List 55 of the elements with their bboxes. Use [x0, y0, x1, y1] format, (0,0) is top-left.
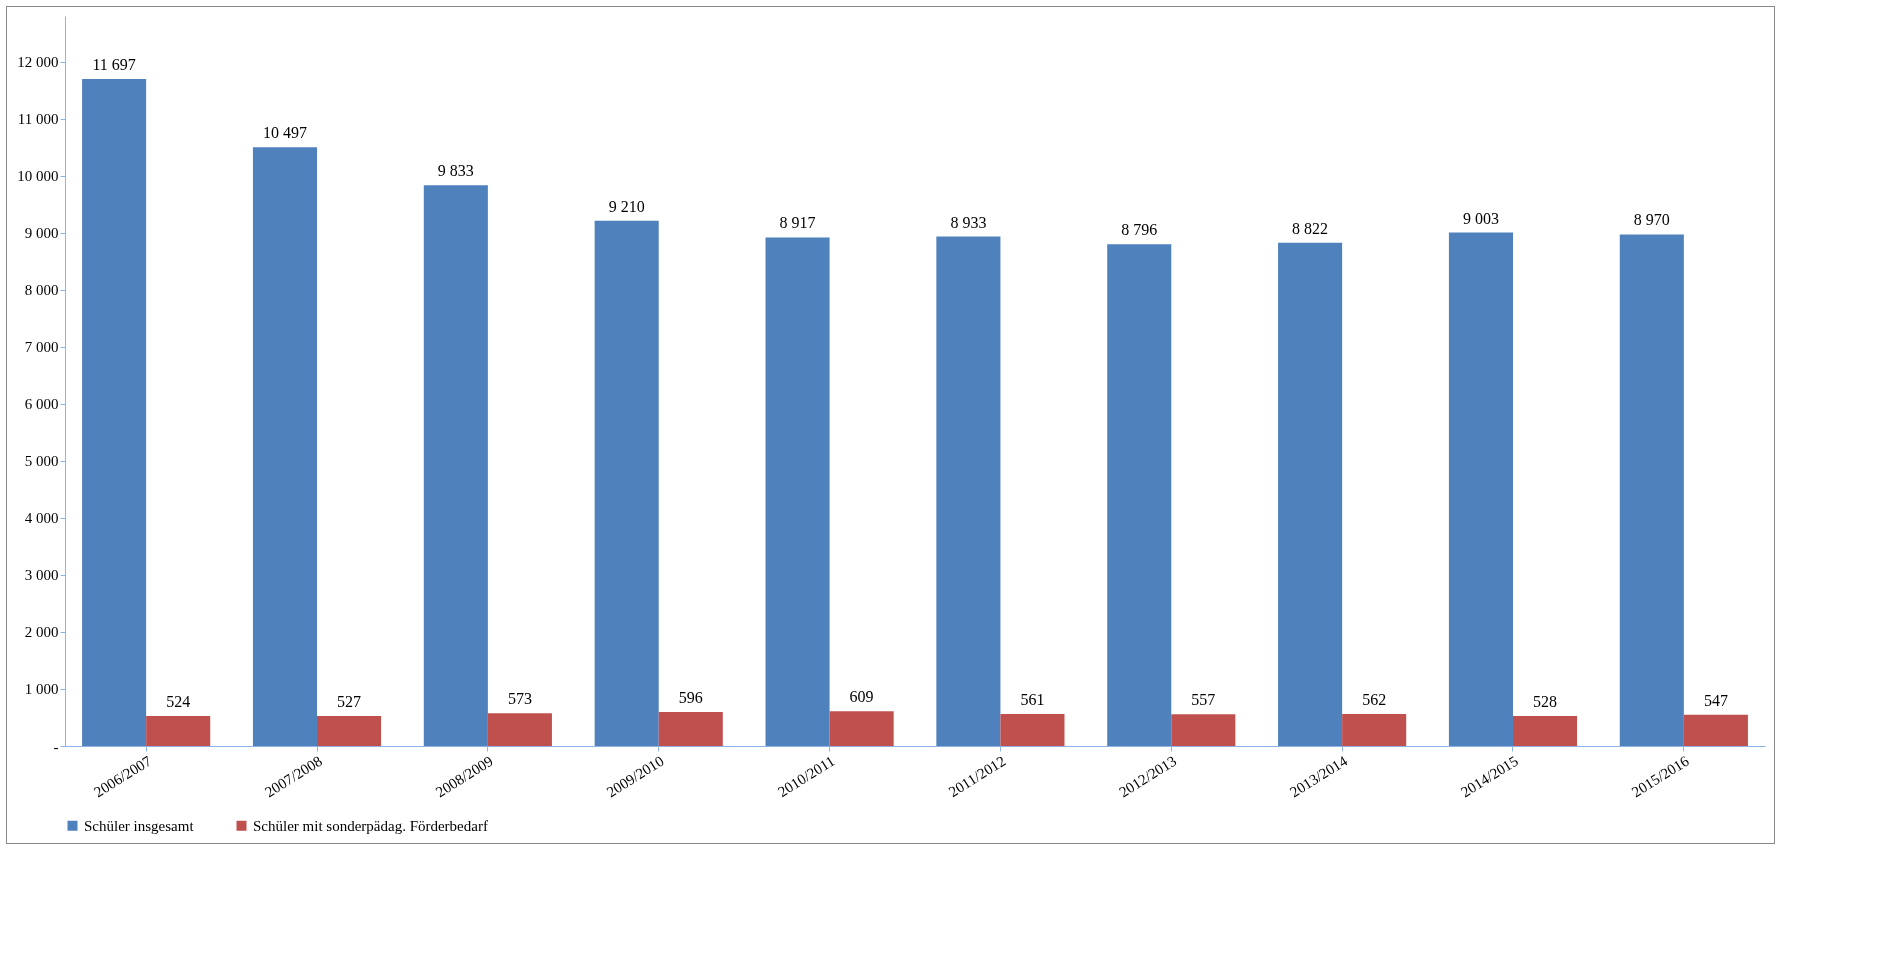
bar: [1512, 715, 1578, 746]
bar: [317, 715, 382, 746]
bar: [1619, 234, 1684, 746]
bar: [1342, 713, 1407, 746]
y-tick-label: -: [53, 738, 59, 755]
legend-label: Schüler mit sonderpädag. Förderbedarf: [253, 817, 488, 834]
data-label: 561: [1020, 691, 1045, 709]
bar: [1278, 242, 1343, 746]
y-tick-label: 5 000: [24, 453, 59, 470]
legend-label: Schüler insgesamt: [84, 817, 195, 834]
data-label: 8 970: [1633, 211, 1670, 229]
bar: [252, 147, 318, 746]
y-tick-label: 9 000: [24, 225, 59, 242]
y-tick-label: 12 000: [17, 54, 59, 71]
data-label: 573: [507, 690, 532, 708]
data-label: 562: [1362, 690, 1387, 708]
bar: [765, 237, 830, 746]
data-label: 11 697: [92, 55, 136, 73]
bar: [82, 78, 147, 746]
bar: [1000, 714, 1065, 746]
y-tick-label: 2 000: [24, 624, 59, 641]
y-tick-label: 11 000: [17, 111, 59, 128]
data-label: 609: [849, 688, 874, 706]
bar: [1171, 714, 1236, 746]
data-label: 596: [678, 689, 703, 707]
data-label: 8 933: [950, 213, 987, 231]
y-tick-label: 7 000: [24, 339, 59, 356]
bar: [146, 716, 211, 746]
bar: [936, 236, 1001, 746]
bar: [487, 713, 552, 746]
data-label: 524: [166, 693, 191, 711]
data-label: 8 822: [1292, 219, 1329, 237]
bar: [1448, 232, 1513, 746]
data-label: 9 003: [1462, 209, 1499, 227]
data-label: 9 833: [437, 162, 474, 180]
y-tick-label: 10 000: [17, 168, 59, 185]
y-tick-label: 1 000: [24, 681, 59, 698]
data-label: 557: [1191, 691, 1216, 709]
data-label: 528: [1533, 692, 1558, 710]
bar: [1683, 714, 1748, 746]
data-label: 9 210: [608, 197, 645, 215]
y-tick-label: 3 000: [24, 567, 59, 584]
data-label: 527: [337, 692, 362, 710]
bar: [594, 220, 659, 746]
bar: [423, 185, 488, 746]
data-label: 547: [1703, 691, 1728, 709]
y-tick-label: 8 000: [24, 282, 59, 299]
data-label: 8 917: [779, 214, 816, 232]
y-tick-label: 6 000: [24, 396, 59, 413]
bar: [1107, 244, 1172, 746]
data-label: 8 796: [1121, 221, 1158, 239]
bar: [829, 711, 894, 746]
y-tick-label: 4 000: [24, 510, 59, 527]
data-label: 10 497: [262, 124, 307, 142]
bar: [658, 712, 723, 746]
